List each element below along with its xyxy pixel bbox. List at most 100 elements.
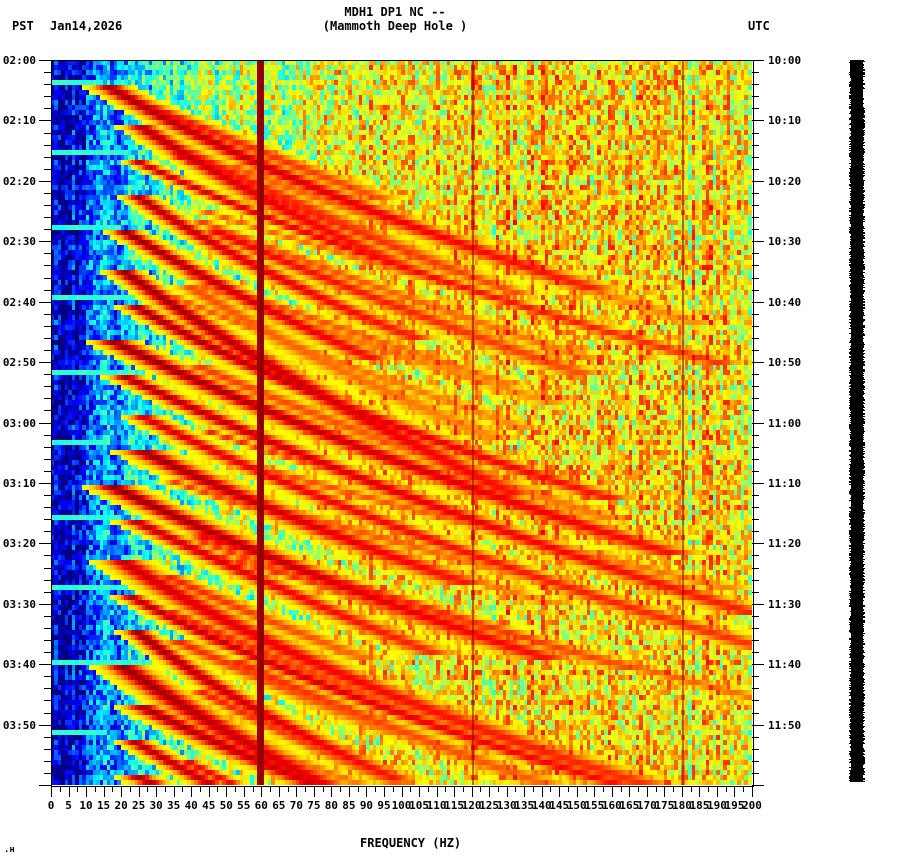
y-tick-label-utc: 10:40 (768, 295, 802, 309)
x-minor-tick (515, 786, 516, 792)
y-major-tick-right (752, 241, 764, 242)
x-tick-label: 5 (65, 799, 72, 812)
x-major-tick (69, 786, 70, 797)
y-minor-tick-left (44, 471, 51, 472)
x-major-tick (86, 786, 87, 797)
y-minor-tick-right (752, 640, 759, 641)
x-major-tick (419, 786, 420, 797)
y-minor-tick-left (44, 338, 51, 339)
x-tick-label: 40 (184, 799, 198, 812)
x-major-tick (629, 786, 630, 797)
y-minor-tick-right (752, 133, 759, 134)
x-major-tick (559, 786, 560, 797)
y-major-tick-left (39, 604, 51, 605)
y-minor-tick-left (44, 676, 51, 677)
y-major-tick-left (39, 362, 51, 363)
station-code-title: MDH1 DP1 NC -- (344, 5, 446, 19)
x-minor-tick (708, 786, 709, 792)
y-minor-tick-right (752, 652, 759, 653)
x-tick-label: 150 (566, 799, 587, 812)
frequency-axis-caption: FREQUENCY (HZ) (360, 836, 462, 850)
x-tick-label: 145 (549, 799, 570, 812)
y-minor-tick-right (752, 229, 759, 230)
y-tick-label-utc: 10:50 (768, 356, 802, 370)
x-tick-label: 65 (272, 799, 286, 812)
x-major-tick (209, 786, 210, 797)
x-minor-tick (743, 786, 744, 792)
x-minor-tick (77, 786, 78, 792)
y-minor-tick-right (752, 265, 759, 266)
spectrogram-plot (51, 60, 752, 785)
x-major-tick (104, 786, 105, 797)
x-minor-tick (586, 786, 587, 792)
y-minor-tick-right (752, 326, 759, 327)
y-minor-tick-left (44, 555, 51, 556)
x-minor-tick (445, 786, 446, 792)
x-major-tick (437, 786, 438, 797)
y-major-tick-left (39, 664, 51, 665)
y-minor-tick-right (752, 398, 759, 399)
y-minor-tick-left (44, 410, 51, 411)
y-minor-tick-left (44, 265, 51, 266)
x-tick-label: 35 (167, 799, 181, 812)
y-minor-tick-right (752, 374, 759, 375)
x-minor-tick (182, 786, 183, 792)
y-minor-tick-right (752, 410, 759, 411)
x-tick-label: 75 (307, 799, 321, 812)
y-minor-tick-right (752, 157, 759, 158)
x-major-tick (699, 786, 700, 797)
y-minor-tick-right (752, 278, 759, 279)
y-minor-tick-left (44, 229, 51, 230)
y-minor-tick-right (752, 205, 759, 206)
x-tick-label: 55 (237, 799, 251, 812)
y-tick-label-pst: 02:50 (2, 356, 36, 370)
y-minor-tick-left (44, 278, 51, 279)
x-major-tick (296, 786, 297, 797)
y-minor-tick-left (44, 447, 51, 448)
x-major-tick (244, 786, 245, 797)
y-minor-tick-left (44, 749, 51, 750)
y-minor-tick-right (752, 447, 759, 448)
y-tick-label-pst: 03:30 (2, 597, 36, 611)
x-tick-label: 20 (114, 799, 128, 812)
y-minor-tick-left (44, 459, 51, 460)
x-tick-label: 70 (289, 799, 303, 812)
y-minor-tick-left (44, 205, 51, 206)
x-tick-label: 30 (149, 799, 163, 812)
y-minor-tick-left (44, 713, 51, 714)
y-minor-tick-right (752, 531, 759, 532)
y-minor-tick-right (752, 386, 759, 387)
y-major-tick-left (39, 60, 51, 61)
x-minor-tick (410, 786, 411, 792)
y-minor-tick-right (752, 338, 759, 339)
y-minor-tick-right (752, 72, 759, 73)
x-minor-tick (568, 786, 569, 792)
x-tick-label: 0 (47, 799, 55, 812)
y-minor-tick-left (44, 157, 51, 158)
x-tick-label: 100 (391, 799, 412, 812)
y-minor-tick-left (44, 737, 51, 738)
x-minor-tick (288, 786, 289, 792)
x-minor-tick (200, 786, 201, 792)
x-tick-label: 170 (636, 799, 657, 812)
y-major-tick-left (39, 423, 51, 424)
y-minor-tick-left (44, 531, 51, 532)
y-minor-tick-left (44, 773, 51, 774)
x-major-tick (577, 786, 578, 797)
x-minor-tick (323, 786, 324, 792)
x-major-tick (279, 786, 280, 797)
y-minor-tick-left (44, 72, 51, 73)
timezone-label-left: PST (12, 19, 34, 33)
x-minor-tick (463, 786, 464, 792)
y-minor-tick-left (44, 374, 51, 375)
y-minor-tick-left (44, 628, 51, 629)
x-tick-label: 140 (531, 799, 552, 812)
y-minor-tick-left (44, 519, 51, 520)
y-minor-tick-right (752, 519, 759, 520)
x-tick-label: 190 (707, 799, 727, 812)
x-major-tick (139, 786, 140, 797)
x-tick-label: 185 (689, 799, 710, 812)
x-minor-tick (638, 786, 639, 792)
y-major-tick-right (752, 423, 764, 424)
